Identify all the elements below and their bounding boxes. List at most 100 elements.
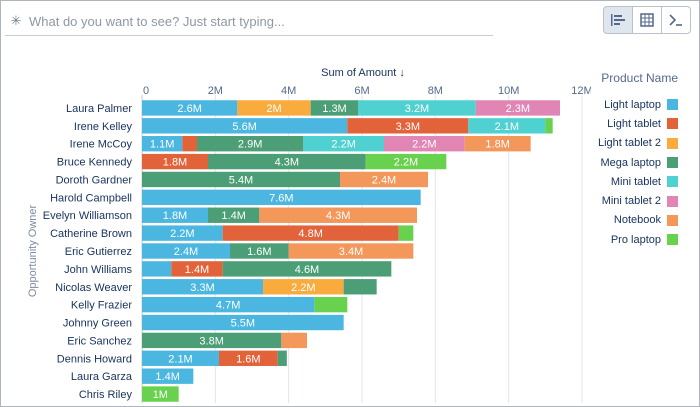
bar[interactable] (142, 225, 223, 241)
bar[interactable] (142, 100, 238, 116)
bar[interactable] (464, 136, 531, 152)
bar-segment[interactable] (281, 332, 307, 349)
bar[interactable] (398, 225, 414, 241)
bar[interactable] (171, 261, 223, 277)
bar-segment[interactable]: 1.1M (142, 136, 183, 152)
bar[interactable] (340, 171, 428, 188)
bar-segment[interactable] (545, 118, 553, 134)
table-view-button[interactable] (632, 6, 662, 34)
legend-item[interactable]: Mega laptop (593, 153, 678, 172)
bar[interactable] (310, 100, 359, 116)
bar-segment[interactable]: 5.4M (142, 171, 340, 188)
bar[interactable] (142, 207, 208, 223)
bar-segment[interactable]: 7.6M (142, 189, 421, 206)
bar-segment[interactable]: 2.9M (197, 136, 304, 152)
bar[interactable] (142, 332, 282, 349)
bar-segment[interactable]: 2.2M (263, 279, 344, 295)
bar[interactable] (142, 171, 340, 188)
bar[interactable] (384, 136, 465, 152)
legend-item[interactable]: Light tablet 2 (593, 134, 678, 153)
bar-segment[interactable]: 2.2M (303, 136, 384, 152)
bar-segment[interactable]: 4.3M (259, 207, 417, 223)
bar[interactable] (468, 118, 546, 134)
bar[interactable] (281, 332, 307, 349)
bar[interactable] (475, 100, 560, 116)
bar[interactable] (142, 153, 208, 170)
bar-segment[interactable]: 1.8M (464, 136, 531, 152)
bar-segment[interactable]: 2.1M (468, 118, 546, 134)
bar[interactable] (142, 279, 263, 295)
bar-segment[interactable]: 2M (237, 100, 311, 116)
bar[interactable] (197, 136, 304, 152)
bar-segment[interactable]: 2.3M (475, 100, 560, 116)
bar[interactable] (142, 136, 183, 152)
bar[interactable] (263, 279, 344, 295)
bar-segment[interactable]: 2.4M (340, 171, 428, 188)
bar[interactable] (142, 368, 194, 384)
bar-segment[interactable] (277, 350, 287, 366)
bar-segment[interactable] (343, 279, 377, 295)
bar[interactable] (365, 153, 447, 170)
bar[interactable] (142, 296, 315, 313)
bar[interactable] (142, 386, 179, 402)
query-view-button[interactable] (661, 6, 691, 34)
bar[interactable] (303, 136, 384, 152)
bar-segment[interactable] (142, 261, 172, 277)
bar-segment[interactable] (398, 225, 414, 241)
bar[interactable] (230, 243, 289, 259)
bar[interactable] (208, 207, 260, 223)
legend-item[interactable]: Mini tablet 2 (593, 191, 678, 210)
legend-item[interactable]: Pro laptop (593, 230, 678, 249)
bar-segment[interactable]: 3.2M (358, 100, 476, 116)
bar[interactable] (142, 314, 344, 331)
bar-segment[interactable]: 2.2M (384, 136, 465, 152)
bar[interactable] (222, 225, 399, 241)
bar-segment[interactable]: 1M (142, 386, 179, 402)
bar-segment[interactable]: 1.6M (219, 350, 278, 366)
legend-item[interactable]: Mini tablet (593, 172, 678, 191)
bar-segment[interactable]: 3.3M (142, 279, 263, 295)
legend-item[interactable]: Notebook (593, 211, 678, 230)
bar[interactable] (277, 350, 287, 366)
bar-segment[interactable] (314, 296, 348, 313)
bar[interactable] (219, 350, 278, 366)
bar-segment[interactable]: 1.4M (171, 261, 223, 277)
bar-segment[interactable]: 2.1M (142, 350, 219, 366)
bar-segment[interactable]: 1.8M (142, 153, 208, 170)
bar-segment[interactable]: 4.7M (142, 296, 315, 313)
bar[interactable] (545, 118, 553, 134)
bar-segment[interactable]: 2.2M (365, 153, 447, 170)
chart-view-button[interactable] (603, 6, 633, 34)
bar[interactable] (358, 100, 476, 116)
bar[interactable] (142, 189, 421, 206)
bar[interactable] (142, 118, 348, 134)
bar[interactable] (314, 296, 348, 313)
bar-segment[interactable]: 1.6M (230, 243, 289, 259)
bar-segment[interactable]: 4.6M (222, 261, 392, 277)
bar-segment[interactable]: 1.8M (142, 207, 208, 223)
bar[interactable] (237, 100, 311, 116)
bar-segment[interactable]: 5.5M (142, 314, 344, 331)
bar-segment[interactable]: 4.8M (222, 225, 399, 241)
bar[interactable] (142, 243, 230, 259)
bar-segment[interactable]: 3.8M (142, 332, 282, 349)
bar[interactable] (182, 136, 197, 152)
bar-segment[interactable]: 2.6M (142, 100, 238, 116)
bar-segment[interactable] (182, 136, 197, 152)
bar[interactable] (347, 118, 469, 134)
bar-segment[interactable]: 3.3M (347, 118, 469, 134)
bar[interactable] (259, 207, 417, 223)
bar[interactable] (222, 261, 392, 277)
search-input[interactable] (27, 12, 471, 30)
bar[interactable] (288, 243, 414, 259)
bar-segment[interactable]: 1.4M (208, 207, 260, 223)
bar[interactable] (142, 261, 172, 277)
legend-item[interactable]: Light tablet (593, 114, 678, 133)
bar-segment[interactable]: 5.6M (142, 118, 348, 134)
legend-item[interactable]: Light laptop (593, 95, 678, 114)
bar-segment[interactable]: 4.3M (208, 153, 366, 170)
bar[interactable] (208, 153, 366, 170)
bar[interactable] (343, 279, 377, 295)
bar-segment[interactable]: 3.4M (288, 243, 414, 259)
bar-segment[interactable]: 1.4M (142, 368, 194, 384)
